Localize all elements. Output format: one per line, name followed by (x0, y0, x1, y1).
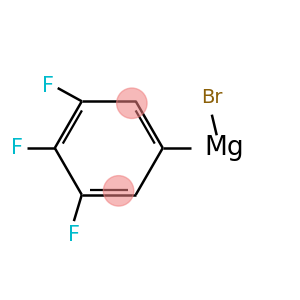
Text: F: F (42, 76, 54, 96)
Text: F: F (11, 138, 23, 158)
Text: Br: Br (201, 88, 223, 107)
Text: Mg: Mg (204, 135, 244, 161)
Circle shape (117, 88, 147, 118)
Circle shape (103, 176, 134, 206)
Text: F: F (68, 225, 80, 245)
